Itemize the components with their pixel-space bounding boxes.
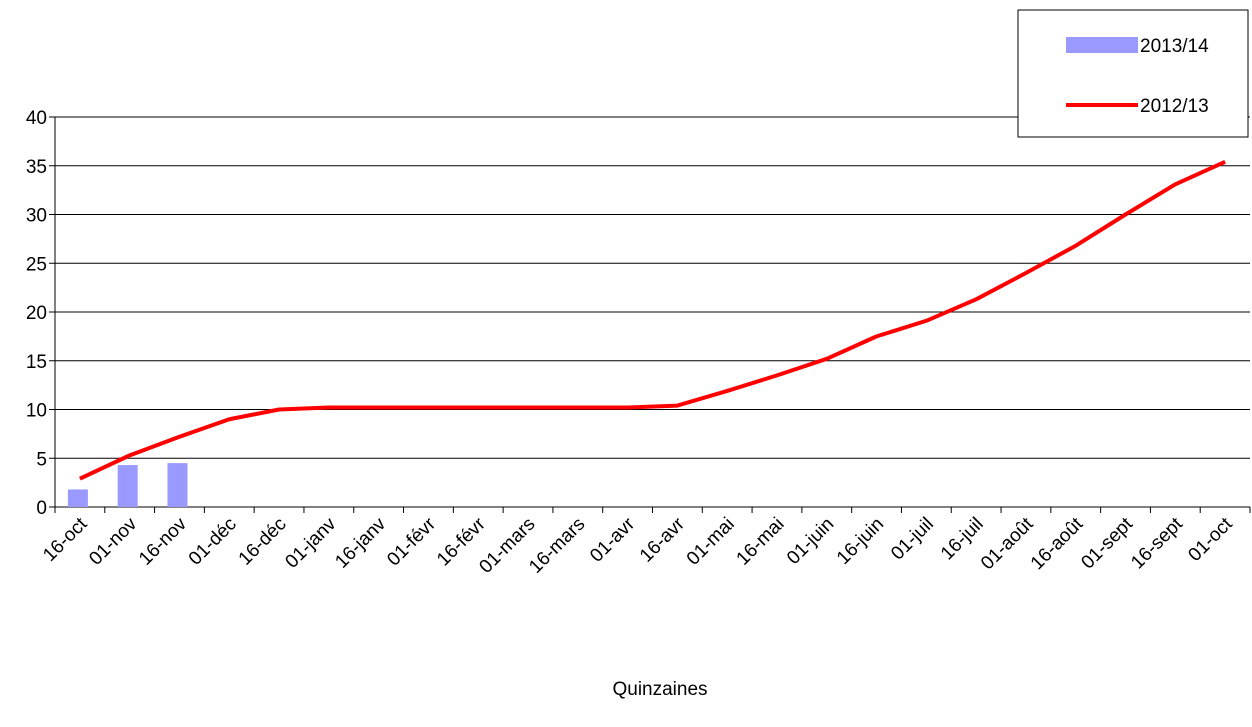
x-tick-label: 16-août [1027, 513, 1088, 574]
y-tick-label: 5 [36, 449, 47, 470]
y-tick-label: 35 [26, 157, 47, 178]
x-tick-label: 16-juin [833, 514, 888, 569]
y-tick-label: 25 [26, 254, 47, 275]
x-tick-label: 01-juin [783, 514, 838, 569]
x-tick-label: 01-déc [185, 514, 241, 570]
y-tick-label: 15 [26, 352, 47, 373]
x-tick-label: 16-mai [733, 514, 789, 570]
x-tick-label: 01-avr [586, 513, 639, 566]
y-tick-label: 30 [26, 206, 47, 227]
x-tick-label: 01-sept [1077, 513, 1137, 573]
x-tick-label: 01-juil [887, 514, 938, 565]
x-tick-label: 16-oct [39, 513, 92, 566]
y-tick-label: 20 [26, 303, 47, 324]
legend-label: 2013/14 [1140, 36, 1209, 57]
bar [117, 465, 138, 507]
y-tick-label: 0 [36, 498, 47, 519]
x-tick-label: 01-mai [683, 514, 739, 570]
line [79, 160, 1226, 481]
bar [167, 463, 188, 507]
x-tick-label: 01-août [977, 513, 1038, 574]
x-axis-label: Quinzaines [612, 679, 707, 700]
legend-box [1017, 9, 1249, 138]
bar [67, 489, 88, 507]
x-tick-label: 01-oct [1184, 513, 1237, 566]
legend-label: 2012/13 [1140, 96, 1209, 117]
x-tick-label: 16-janv [331, 513, 390, 572]
y-tick-label: 10 [26, 401, 47, 422]
x-tick-label: 16-avr [636, 513, 689, 566]
x-tick-label: 01-févr [383, 513, 440, 570]
x-tick-label: 16-sept [1127, 513, 1187, 573]
x-tick-label: 16-mars [525, 514, 589, 578]
legend-swatch [1066, 37, 1138, 53]
x-tick-label: 01-nov [85, 513, 141, 569]
x-tick-label: 01-janv [281, 513, 340, 572]
y-tick-label: 40 [26, 108, 47, 129]
x-tick-label: 16-nov [135, 513, 191, 569]
x-tick-label: 16-déc [235, 514, 291, 570]
